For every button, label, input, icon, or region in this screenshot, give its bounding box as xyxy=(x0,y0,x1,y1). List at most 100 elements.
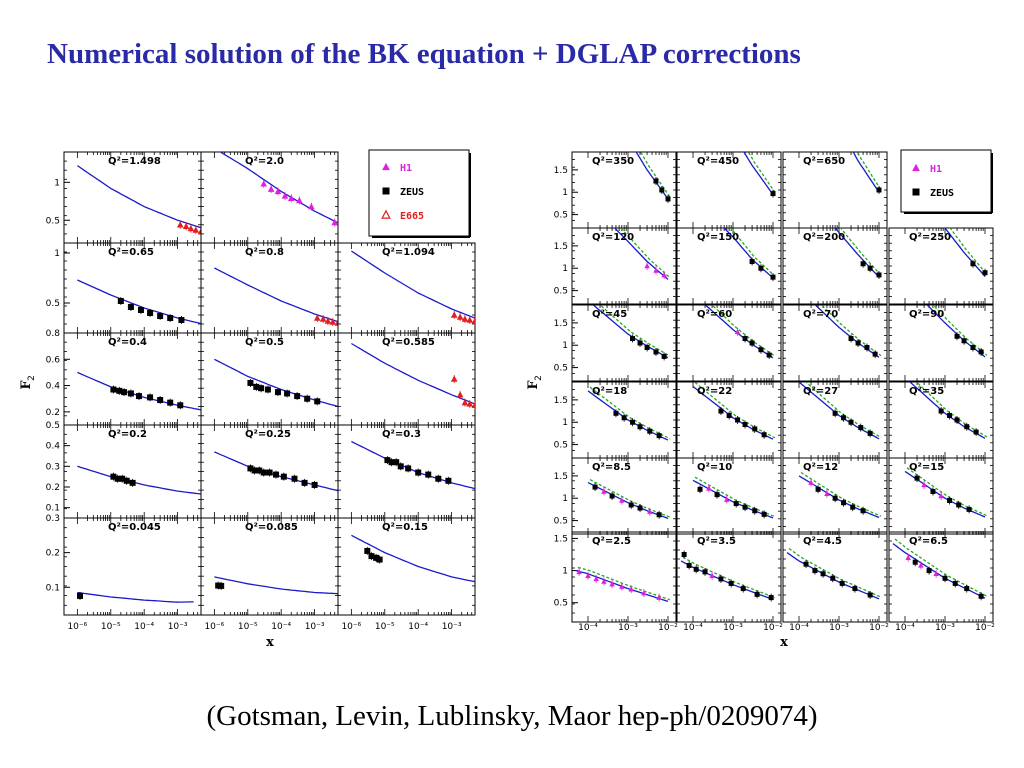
x-tick-label: 10⁻⁵ xyxy=(101,622,121,632)
panel-1-12: Q²=22 xyxy=(676,381,782,459)
data-point-zeus xyxy=(749,259,755,265)
dglap-curve xyxy=(932,305,988,356)
panel-0-5: 0.8 0.6 0.4 0.2 Q²=0.4 xyxy=(46,329,202,426)
data-point-zeus xyxy=(637,340,643,346)
panel-plot-area xyxy=(219,152,338,227)
q2-label: Q²=8.5 xyxy=(592,462,631,473)
data-point-zeus xyxy=(621,415,627,421)
data-point-zeus xyxy=(876,187,882,193)
panel-plot-area xyxy=(892,538,988,601)
data-point-zeus xyxy=(435,475,442,482)
data-point-h1 xyxy=(808,479,814,485)
data-point-zeus xyxy=(117,298,124,304)
data-point-zeus xyxy=(121,389,128,396)
panel-plot-area xyxy=(680,550,776,602)
panel-plot-area xyxy=(852,152,882,194)
data-point-zeus xyxy=(832,495,838,501)
panel-plot-area xyxy=(909,382,988,439)
data-point-zeus xyxy=(867,265,873,271)
panel-0-10: Q²=0.3 xyxy=(337,424,476,519)
data-point-zeus xyxy=(749,340,755,346)
y-tick-label: 0.8 xyxy=(46,329,61,339)
data-point-e665 xyxy=(334,319,338,326)
y-axis-title: F xyxy=(526,380,541,390)
q2-label: Q²=90 xyxy=(909,309,944,320)
theory-curve xyxy=(786,552,880,600)
data-point-h1 xyxy=(709,572,715,578)
data-point-zeus xyxy=(867,430,873,436)
data-point-zeus xyxy=(702,569,708,575)
data-point-zeus xyxy=(405,465,412,472)
data-point-zeus xyxy=(956,502,962,508)
q2-label: Q²=250 xyxy=(909,232,951,243)
data-point-zeus xyxy=(613,410,619,416)
data-point-zeus xyxy=(294,393,301,400)
q2-label: Q²=1.498 xyxy=(108,156,161,167)
x-tick-label: 10⁻³ xyxy=(723,623,743,633)
y-axis-title-sub: 2 xyxy=(534,375,544,381)
dglap-curve xyxy=(619,228,671,279)
data-point-zeus xyxy=(740,586,746,592)
q2-label: Q²=0.5 xyxy=(245,337,284,348)
data-point-zeus xyxy=(266,469,273,476)
q2-label: Q²=350 xyxy=(592,156,634,167)
data-point-zeus xyxy=(661,353,667,359)
data-point-e665 xyxy=(466,400,474,407)
theory-curve xyxy=(852,152,880,193)
panel-plot-area xyxy=(587,479,671,520)
data-point-zeus xyxy=(742,421,748,427)
data-point-zeus xyxy=(665,196,671,202)
data-point-zeus xyxy=(253,383,260,390)
dglap-curve xyxy=(694,476,776,518)
dglap-curve xyxy=(682,556,776,599)
x-tick-label: 10⁻⁶ xyxy=(204,622,224,632)
panel-plot-area xyxy=(692,476,776,519)
data-point-zeus xyxy=(860,508,866,514)
data-point-e665 xyxy=(461,399,469,406)
theory-curve xyxy=(351,250,475,319)
dglap-curve xyxy=(599,305,671,357)
data-point-zeus xyxy=(637,505,643,511)
legend-marker xyxy=(912,188,920,196)
x-tick-label: 10⁻⁴ xyxy=(683,623,703,633)
data-point-h1 xyxy=(331,218,338,226)
data-point-zeus xyxy=(656,433,662,439)
data-point-zeus xyxy=(291,475,298,482)
data-point-zeus xyxy=(966,506,972,512)
panel-plot-area xyxy=(904,467,988,518)
y-tick-label: 0.5 xyxy=(554,364,568,374)
data-point-h1 xyxy=(267,185,275,192)
data-point-zeus xyxy=(681,552,687,557)
data-point-e665 xyxy=(466,316,474,323)
legend-marker xyxy=(381,209,391,219)
panel-plot-area xyxy=(834,228,882,279)
data-point-zeus xyxy=(947,497,953,503)
data-point-zeus xyxy=(630,336,636,342)
panel-plot-area xyxy=(944,228,988,277)
legend-marker xyxy=(912,163,920,172)
data-point-e665 xyxy=(187,224,195,232)
panel-0-11: 0.3 0.2 0.1 Q²=0.045 xyxy=(46,514,202,616)
data-point-zeus xyxy=(644,344,650,350)
panel-plot-area xyxy=(743,152,776,198)
data-point-h1 xyxy=(576,568,582,575)
y-tick-label: 1 xyxy=(562,264,568,274)
data-point-zeus xyxy=(742,336,748,342)
y-tick-label: 1.5 xyxy=(554,472,568,482)
q2-label: Q²=120 xyxy=(592,232,634,243)
dglap-curve xyxy=(915,382,988,438)
data-point-e665 xyxy=(324,317,332,324)
data-point-zeus xyxy=(260,469,267,476)
panel-plot-area xyxy=(351,534,475,583)
x-tick-label: 10⁻⁴ xyxy=(134,622,154,632)
data-point-h1 xyxy=(706,485,712,491)
panel-1-10: Q²=90 xyxy=(888,304,994,382)
panel-1-17: Q²=12 xyxy=(782,457,888,535)
q2-label: Q²=45 xyxy=(592,309,627,320)
panel-plot-area xyxy=(926,305,988,358)
data-point-h1 xyxy=(644,263,650,269)
legend-label: H1 xyxy=(400,163,412,174)
y-axis-title-sub: 2 xyxy=(27,375,37,381)
data-point-zeus xyxy=(761,511,767,517)
panel-0-2: 1 0.5 Q²=0.65 xyxy=(46,242,202,334)
